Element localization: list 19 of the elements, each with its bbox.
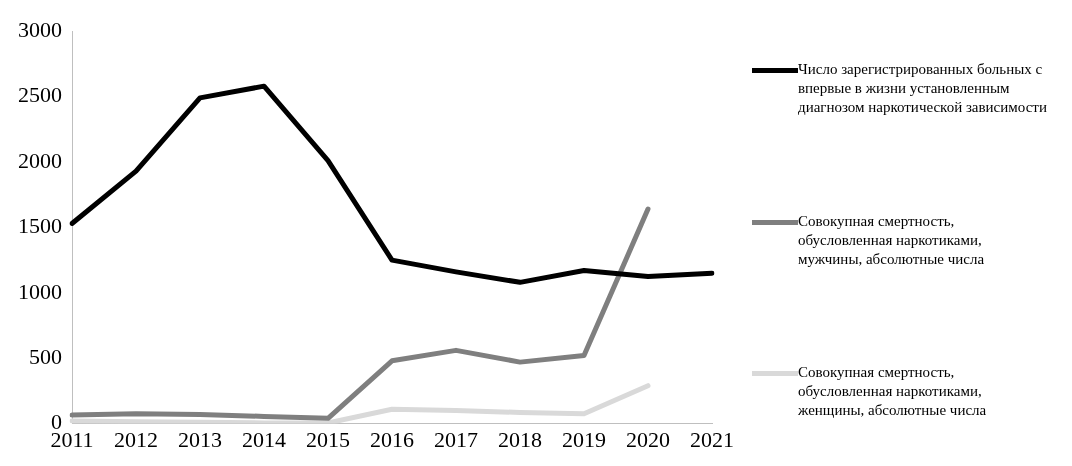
x-tick-label: 2015 — [306, 426, 350, 452]
y-tick-label: 500 — [29, 343, 62, 369]
y-tick-label: 2000 — [18, 147, 62, 173]
y-tick-label: 1000 — [18, 278, 62, 304]
y-tick-label: 1500 — [18, 213, 62, 239]
x-tick-label: 2012 — [114, 426, 158, 452]
x-tick-label: 2019 — [562, 426, 606, 452]
legend-label: Совокупная смертность, обусловленная наркотиками, женщины, абсолютные числа — [798, 363, 988, 420]
y-tick-label: 2500 — [18, 82, 62, 108]
legend-label: Совокупная смертность, обусловленная наркотиками, мужчины, абсолютные числа — [798, 211, 986, 269]
y-tick-label: 3000 — [18, 16, 62, 42]
x-tick-label: 2020 — [626, 426, 670, 452]
x-tick-label: 2013 — [178, 426, 222, 452]
x-tick-label: 2017 — [434, 426, 478, 452]
x-tick-label: 2014 — [242, 426, 286, 452]
legend-label: Число зарегистрированных больных с впервые в жизни установленным диагнозом наркотической зависимости — [798, 60, 1048, 117]
x-tick-label: 2016 — [370, 426, 414, 452]
x-tick-label: 2021 — [690, 426, 734, 452]
x-tick-label: 2018 — [498, 426, 542, 452]
